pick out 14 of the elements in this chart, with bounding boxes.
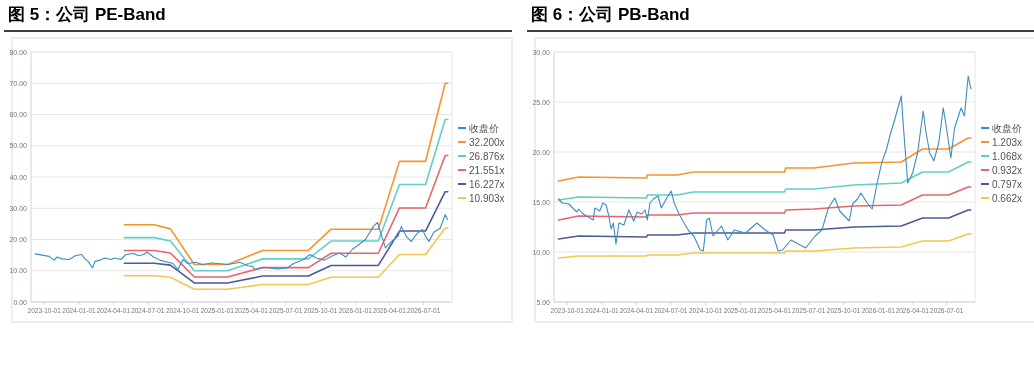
legend-label: 收盘价 (469, 122, 499, 134)
legend-label: 0.797x (992, 178, 1023, 190)
legend-label: 32.200x (469, 136, 505, 148)
legend-label: 收盘价 (992, 122, 1022, 134)
legend-label: 21.551x (469, 164, 505, 176)
legend-label: 1.203x (992, 136, 1023, 148)
legend-label: 0.662x (992, 192, 1023, 204)
chart-title: 图 6：公司 PB-Band (531, 5, 690, 24)
chart-title: 图 5：公司 PE-Band (8, 5, 166, 24)
legend-label: 26.876x (469, 150, 505, 162)
legend-label: 0.932x (992, 164, 1023, 176)
legend-label: 1.068x (992, 150, 1023, 162)
legend-label: 10.903x (469, 192, 505, 204)
legend-label: 16.227x (469, 178, 505, 190)
